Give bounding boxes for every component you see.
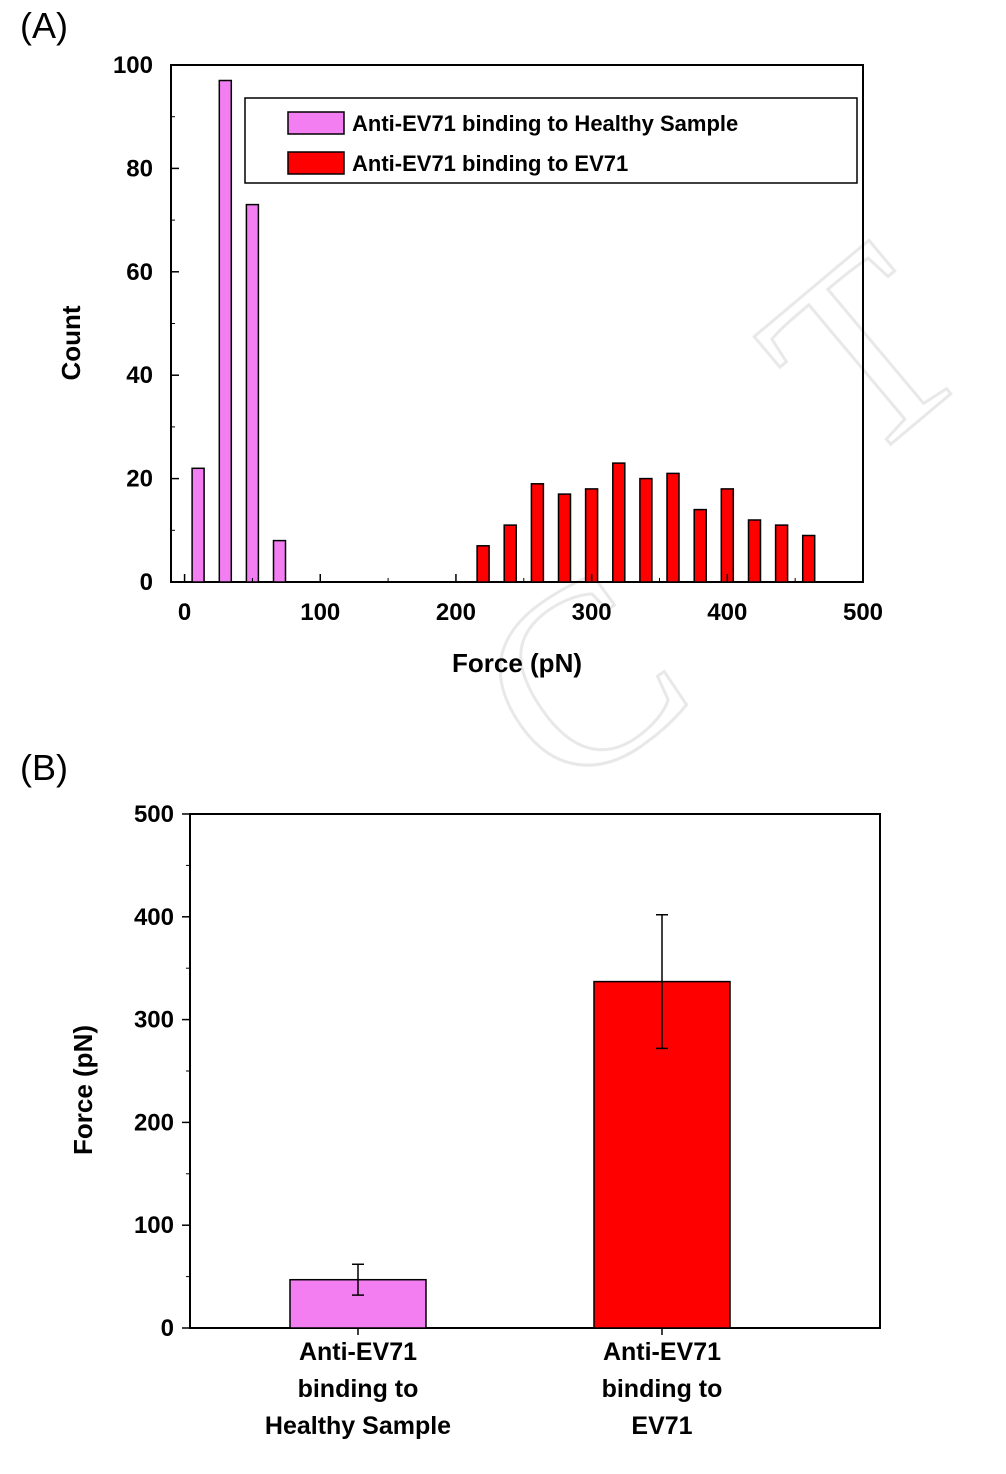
y-tick-label: 300	[134, 1007, 174, 1034]
histogram-bar-ev71-320	[612, 462, 626, 583]
panel-b-plot-frame	[189, 813, 881, 1329]
y-tick-label: 100	[134, 1212, 174, 1239]
svg-text:T: T	[712, 191, 1006, 514]
y-tick-label: 200	[134, 1109, 174, 1136]
category-label-line: Anti-EV71	[603, 1338, 721, 1366]
x-tick-label: 100	[300, 599, 340, 626]
histogram-bar-ev71-340	[639, 477, 653, 583]
histogram-bar-ev71-240	[503, 524, 517, 583]
y-tick-label: 40	[126, 362, 153, 389]
y-tick-label: 400	[134, 904, 174, 931]
x-tick-label: 0	[178, 599, 191, 626]
y-tick-label: 100	[113, 52, 153, 79]
y-tick-label: 80	[126, 155, 153, 182]
histogram-bar-ev71-460	[801, 534, 816, 583]
panel-b-bar-chart: (B) 0 100 200 300 400 500 Anti-EV71 binding to…	[20, 747, 881, 1440]
panel-a-y-axis-title: Count	[56, 305, 86, 380]
legend-swatch-ev71	[287, 151, 345, 175]
histogram-bar-ev71-420	[747, 519, 762, 583]
category-label-line: binding to	[298, 1375, 419, 1403]
histogram-bar-ev71-260	[530, 483, 545, 583]
svg-text:C: C	[428, 511, 735, 846]
category-label-line: Healthy Sample	[265, 1412, 451, 1440]
x-tick-label: 300	[572, 599, 612, 626]
watermark: T C	[426, 189, 1006, 848]
category-label-line: EV71	[631, 1412, 692, 1440]
x-tick-label: 200	[436, 599, 476, 626]
category-label-line: Anti-EV71	[299, 1338, 417, 1366]
y-tick-label: 60	[126, 259, 153, 286]
panel-a-x-axis-title: Force (pN)	[452, 648, 582, 678]
histogram-bar-ev71-440	[774, 524, 789, 583]
legend-entry-healthy: Anti-EV71 binding to Healthy Sample	[352, 111, 738, 136]
panel-b-axes: 0 100 200 300 400 500	[134, 801, 663, 1342]
panel-b-bars	[289, 913, 731, 1329]
y-tick-label: 0	[161, 1315, 174, 1342]
histogram-bar-ev71-400	[720, 488, 735, 583]
panel-b-category-labels: Anti-EV71 binding to Healthy Sample Anti-EV…	[265, 1338, 722, 1440]
x-tick-label: 400	[707, 599, 747, 626]
histogram-bar-healthy-70	[272, 539, 287, 583]
panel-a-histogram: (A) 0 100 200 300 400 500 0 20 40 60 80 100 Force (…	[20, 5, 883, 678]
histogram-bar-ev71-300	[584, 488, 599, 583]
panel-b-y-axis-title: Force (pN)	[68, 1025, 98, 1155]
legend-swatch-healthy	[287, 111, 345, 135]
legend-entry-ev71: Anti-EV71 binding to EV71	[352, 151, 628, 176]
histogram-bar-healthy-10	[191, 467, 205, 583]
histogram-bar-ev71-280	[557, 493, 572, 583]
category-label-line: binding to	[602, 1375, 723, 1403]
histogram-bar-ev71-220	[476, 545, 490, 583]
legend-box	[244, 97, 858, 184]
y-tick-label: 500	[134, 801, 174, 828]
y-tick-label: 20	[126, 466, 153, 493]
panel-a-axes: 0 100 200 300 400 500 0 20 40 60 80 100	[113, 52, 883, 626]
x-tick-label: 500	[843, 599, 883, 626]
panel-a-bars	[191, 79, 816, 583]
histogram-bar-ev71-360	[666, 472, 680, 583]
histogram-bar-ev71-380	[693, 508, 707, 583]
histogram-bar-healthy-50	[245, 203, 260, 583]
y-tick-label: 0	[140, 569, 153, 596]
panel-a-legend: Anti-EV71 binding to Healthy Sample Anti…	[244, 97, 858, 184]
panel-a-label: (A)	[20, 5, 68, 46]
histogram-bar-healthy-30	[218, 79, 233, 583]
panel-b-label: (B)	[20, 747, 68, 788]
